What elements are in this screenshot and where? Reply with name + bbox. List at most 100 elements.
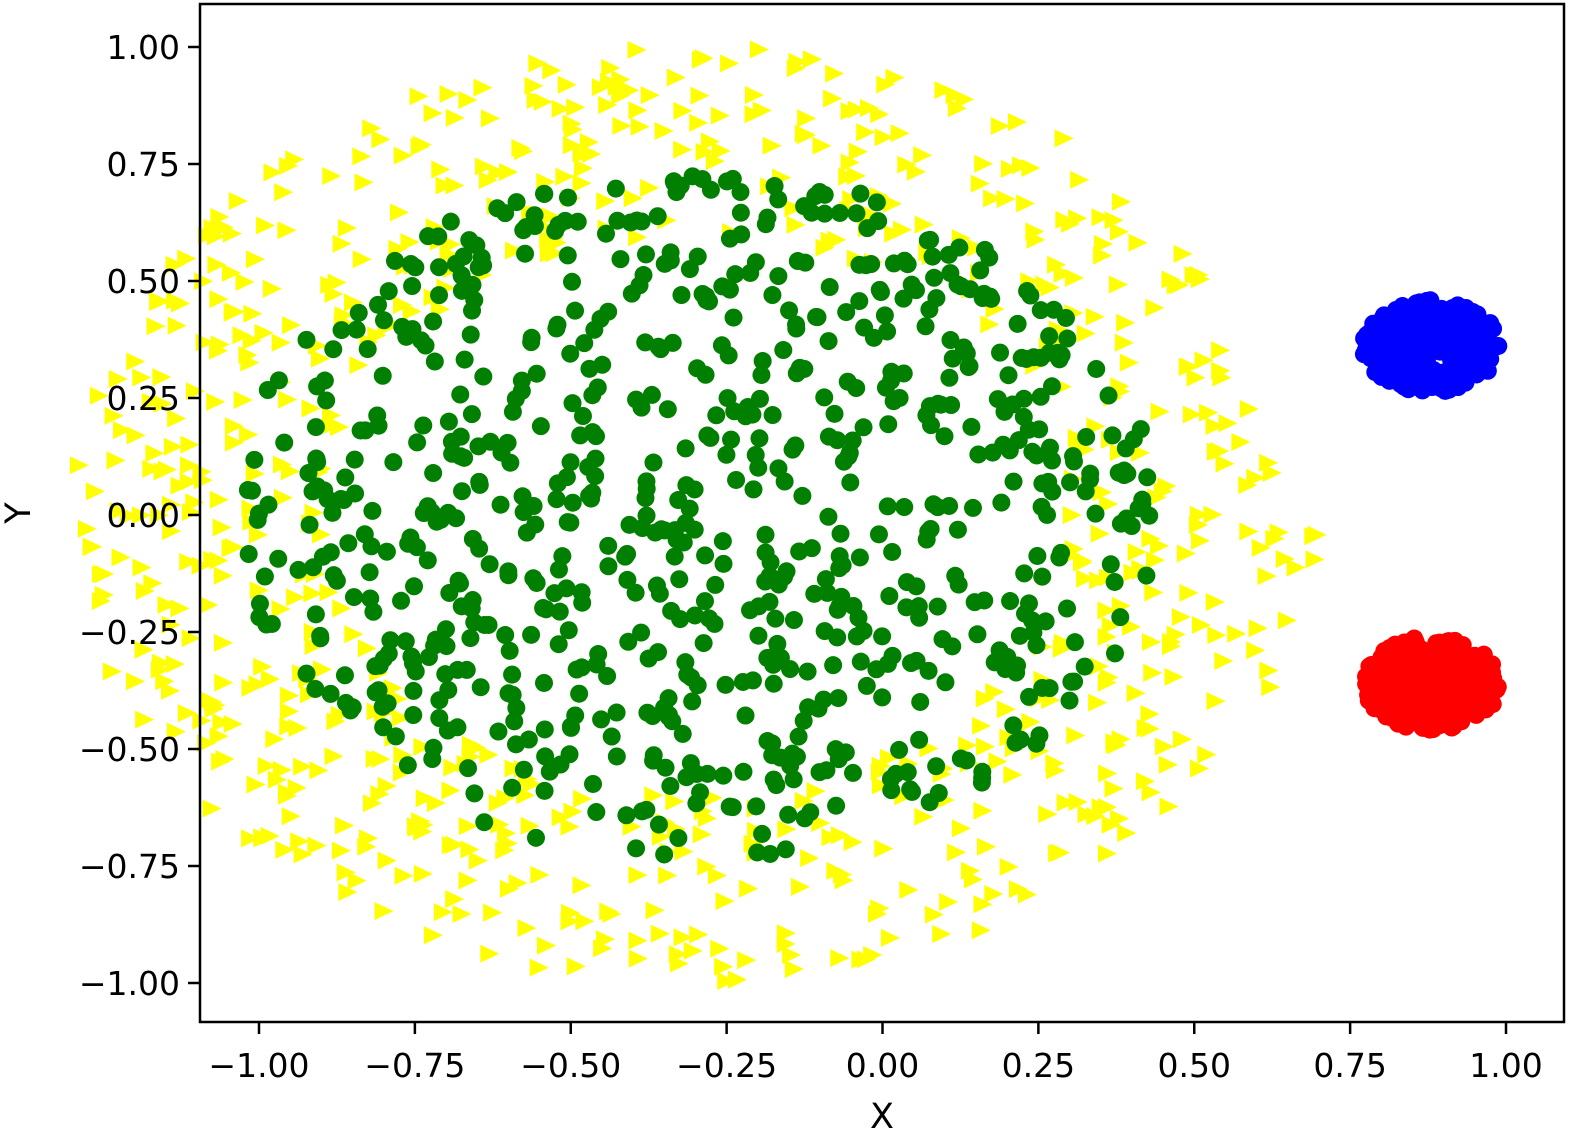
data-point	[312, 660, 332, 679]
data-point	[586, 427, 605, 446]
data-point	[181, 629, 201, 648]
data-point	[414, 416, 433, 435]
data-point	[907, 577, 926, 596]
data-point	[181, 503, 201, 522]
data-point	[1141, 632, 1161, 651]
data-point	[1214, 651, 1234, 670]
data-point	[1188, 515, 1208, 534]
data-point	[309, 761, 329, 780]
data-point	[1007, 113, 1027, 132]
data-point	[185, 493, 205, 512]
data-point	[677, 476, 696, 495]
data-point	[392, 591, 411, 610]
data-point	[460, 840, 480, 859]
data-point	[566, 98, 586, 117]
data-point	[1191, 616, 1211, 635]
data-point	[241, 499, 261, 518]
data-point	[519, 730, 538, 749]
data-point	[450, 574, 469, 593]
data-point	[461, 735, 481, 754]
data-point	[1108, 275, 1128, 294]
data-point	[1030, 726, 1049, 745]
data-point	[869, 525, 888, 544]
data-point	[551, 99, 571, 118]
data-point	[638, 703, 657, 722]
data-point	[1442, 718, 1461, 737]
data-point	[575, 334, 594, 353]
data-point	[734, 762, 753, 781]
data-point	[658, 400, 677, 419]
data-point	[848, 142, 868, 161]
data-point	[404, 681, 423, 700]
data-point	[992, 493, 1011, 512]
data-point	[393, 746, 413, 765]
data-point	[854, 418, 873, 437]
data-point	[1422, 378, 1441, 397]
data-point	[346, 484, 365, 503]
data-point	[1048, 844, 1068, 863]
data-point	[210, 207, 230, 226]
data-point	[943, 637, 962, 656]
data-point	[278, 783, 298, 802]
data-point	[1456, 668, 1475, 687]
data-point	[463, 275, 482, 294]
data-point	[209, 490, 229, 509]
data-point	[731, 203, 750, 222]
data-point	[736, 706, 755, 725]
data-point	[354, 173, 374, 192]
data-point	[545, 584, 564, 603]
data-point	[880, 748, 900, 767]
data-point	[209, 290, 229, 309]
data-point	[373, 366, 392, 385]
data-point	[469, 437, 488, 456]
data-point	[1211, 341, 1231, 360]
data-point	[644, 746, 663, 765]
data-point	[153, 462, 173, 481]
data-point	[113, 421, 133, 440]
data-point	[393, 295, 413, 314]
y-tick-label: 0.25	[107, 379, 180, 418]
data-point	[347, 320, 366, 339]
data-point	[458, 871, 478, 890]
data-point	[1180, 357, 1200, 376]
data-point	[674, 842, 694, 861]
data-point	[541, 207, 561, 226]
data-point	[408, 433, 427, 452]
data-point	[1085, 307, 1105, 326]
data-point	[1205, 417, 1225, 436]
data-point	[637, 800, 656, 819]
data-point	[934, 81, 954, 100]
data-point	[927, 757, 946, 776]
data-point	[1104, 779, 1124, 798]
data-point	[726, 265, 745, 284]
data-point	[439, 412, 458, 431]
data-point	[1012, 348, 1031, 367]
data-point	[988, 390, 1007, 409]
data-point	[717, 172, 736, 191]
data-point	[1053, 633, 1073, 652]
data-point	[923, 247, 942, 266]
data-point	[640, 178, 660, 197]
data-point	[950, 238, 969, 257]
y-tick-label: 0.75	[107, 145, 180, 184]
data-point	[787, 364, 806, 383]
data-point	[240, 353, 260, 372]
data-point	[539, 244, 559, 263]
data-point	[377, 776, 397, 795]
data-point	[724, 308, 743, 327]
data-point	[241, 678, 261, 697]
data-point	[683, 167, 702, 186]
data-point	[177, 704, 197, 723]
data-point	[557, 468, 576, 487]
data-point	[430, 286, 449, 305]
data-point	[1033, 567, 1052, 586]
data-point	[1239, 522, 1259, 541]
data-point	[255, 567, 274, 586]
data-point	[599, 536, 618, 555]
data-point	[683, 941, 703, 960]
data-point	[870, 280, 889, 299]
data-point	[557, 75, 577, 94]
data-point	[1475, 698, 1494, 717]
data-point	[259, 495, 278, 514]
data-point	[847, 627, 866, 646]
